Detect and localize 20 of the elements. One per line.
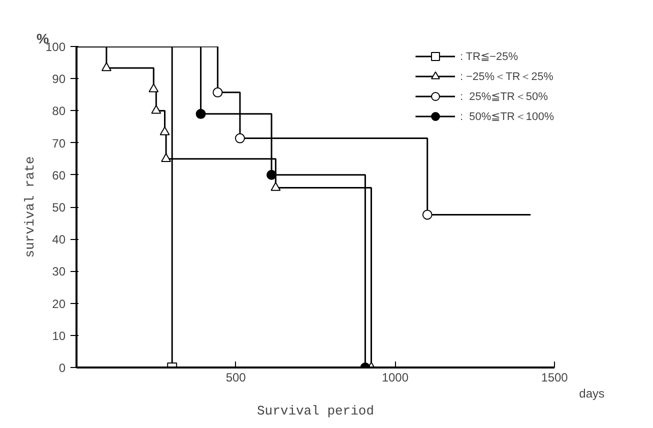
y-tick-label: 60 — [52, 168, 66, 182]
y-tick-label: 20 — [52, 296, 66, 311]
legend-label: : TR≦−25% — [460, 50, 518, 62]
y-tick-label: 90 — [52, 72, 66, 86]
y-tick-label: 10 — [52, 328, 66, 343]
legend-label: : 50%≦TR＜100% — [460, 110, 554, 124]
y-axis-title: survival rate — [22, 156, 38, 258]
x-tick-label: 500 — [226, 370, 246, 384]
legend-label: : 25%≦TR＜50% — [460, 90, 548, 104]
x-axis-title: Survival period — [256, 404, 374, 418]
y-tick-label: 80 — [52, 104, 66, 118]
y-tick-label: 40 — [52, 232, 66, 247]
x-tick-label: 1000 — [382, 370, 409, 384]
y-tick-label: 0 — [58, 361, 66, 375]
y-tick-label: 70 — [52, 136, 66, 150]
y-tick-label: 50 — [52, 200, 66, 214]
y-tick-label: 30 — [52, 264, 66, 279]
text: days — [579, 386, 605, 400]
x-tick-label: 1500 — [541, 370, 568, 384]
legend-label: : −25%＜TR＜25% — [460, 70, 554, 84]
